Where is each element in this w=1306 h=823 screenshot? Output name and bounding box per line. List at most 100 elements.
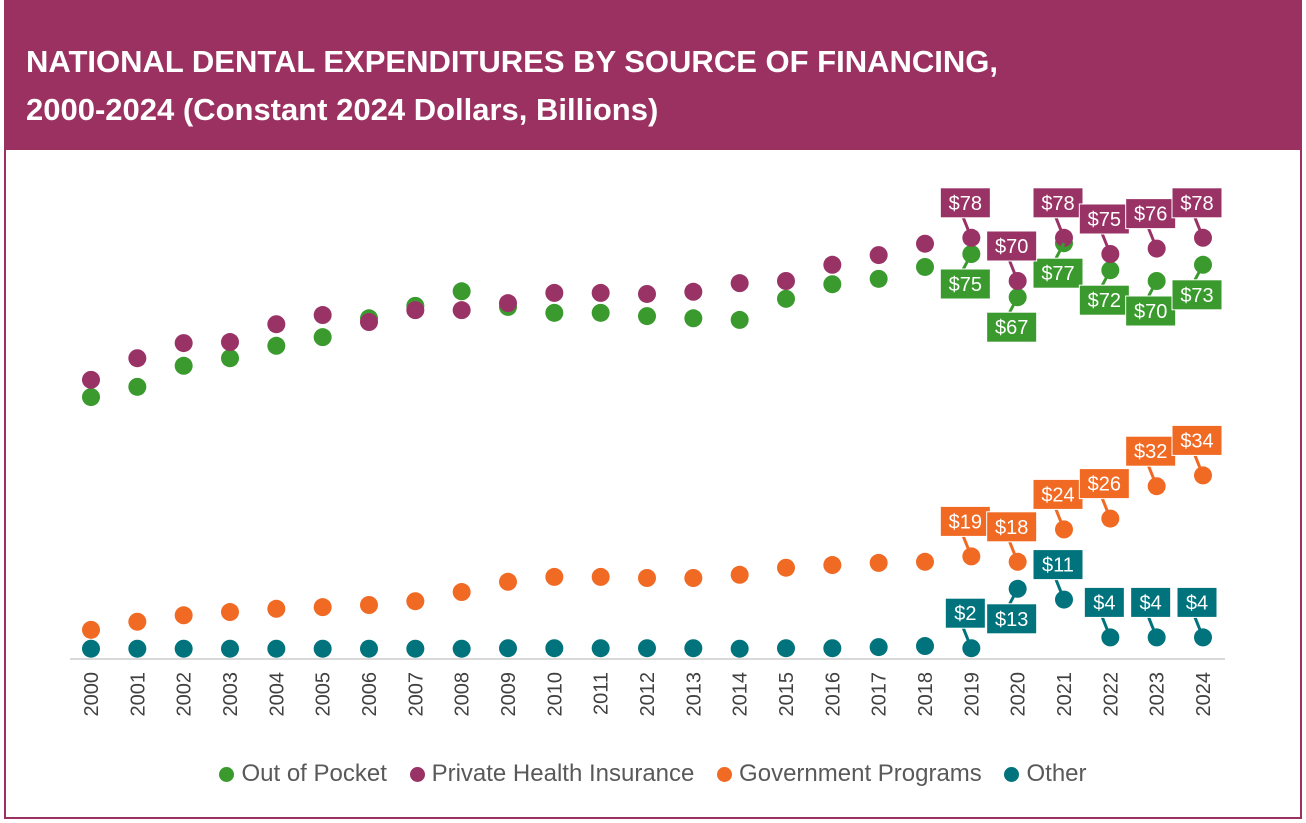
data-label-leader bbox=[1193, 454, 1205, 476]
legend-marker bbox=[1004, 766, 1020, 782]
data-point bbox=[545, 639, 564, 658]
data-point bbox=[730, 274, 749, 293]
data-point bbox=[684, 639, 703, 658]
data-point bbox=[591, 567, 610, 586]
data-point bbox=[684, 569, 703, 587]
data-label-leader bbox=[1100, 498, 1112, 520]
x-tick-label: 2003 bbox=[220, 672, 242, 717]
title-banner: NATIONAL DENTAL EXPENDITURES BY SOURCE O… bbox=[4, 0, 1302, 150]
x-tick-label: 2013 bbox=[683, 672, 705, 717]
data-point bbox=[360, 313, 378, 332]
data-label-leader bbox=[1008, 260, 1020, 282]
data-label-leader bbox=[1054, 579, 1066, 601]
legend-marker bbox=[717, 766, 733, 782]
data-point bbox=[452, 583, 471, 602]
data-label: $11 bbox=[1042, 555, 1074, 577]
data-point bbox=[360, 596, 378, 614]
data-point bbox=[267, 336, 286, 355]
x-tick-label: 2023 bbox=[1147, 672, 1169, 717]
legend-item-out-of-pocket: Out of Pocket bbox=[219, 760, 387, 788]
data-label-box bbox=[1078, 284, 1130, 316]
data-label-leader bbox=[1100, 233, 1112, 255]
data-label-box bbox=[1125, 198, 1177, 230]
x-tick-label: 2017 bbox=[869, 672, 891, 717]
data-label-leader bbox=[1008, 541, 1020, 563]
data-label: $70 bbox=[1134, 301, 1167, 323]
data-point bbox=[638, 284, 656, 303]
data-point bbox=[638, 569, 656, 587]
title-line-2: 2000-2024 (Constant 2024 Dollars, Billio… bbox=[26, 92, 659, 127]
data-label-leader bbox=[1101, 269, 1112, 286]
data-point bbox=[916, 552, 934, 571]
data-label-leader bbox=[1193, 264, 1205, 281]
data-point bbox=[545, 283, 564, 302]
data-point bbox=[452, 301, 471, 320]
data-label: $77 bbox=[1041, 263, 1074, 285]
title-line-1: NATIONAL DENTAL EXPENDITURES BY SOURCE O… bbox=[26, 44, 998, 79]
data-point bbox=[313, 328, 332, 347]
x-tick-label: 2008 bbox=[452, 672, 474, 717]
chart-frame bbox=[4, 0, 1302, 819]
data-point bbox=[869, 638, 888, 657]
data-point bbox=[499, 294, 517, 313]
data-label-box bbox=[986, 603, 1038, 635]
data-point bbox=[823, 275, 842, 294]
data-label-box bbox=[1171, 187, 1223, 219]
data-point bbox=[916, 234, 934, 253]
legend-label: Out of Pocket bbox=[241, 760, 387, 787]
data-label-box bbox=[1083, 586, 1125, 618]
data-label: $4 bbox=[1140, 592, 1162, 614]
x-tick-label: 2006 bbox=[359, 672, 381, 717]
data-label-leader bbox=[1008, 588, 1019, 605]
data-point bbox=[823, 639, 842, 658]
x-tick-label: 2001 bbox=[127, 672, 149, 717]
data-point bbox=[128, 377, 147, 396]
data-label: $70 bbox=[995, 236, 1028, 258]
data-point bbox=[174, 639, 193, 658]
data-point bbox=[545, 567, 564, 586]
data-point bbox=[777, 639, 795, 658]
data-label-box bbox=[1176, 586, 1218, 618]
data-label-box bbox=[939, 187, 991, 219]
legend-label: Private Health Insurance bbox=[431, 760, 695, 787]
data-point bbox=[128, 612, 147, 631]
data-label: $24 bbox=[1041, 484, 1074, 506]
data-point bbox=[638, 639, 656, 658]
x-tick-label: 2007 bbox=[405, 672, 427, 717]
data-point bbox=[267, 639, 286, 658]
data-point bbox=[777, 272, 795, 290]
data-label-box bbox=[1078, 203, 1130, 235]
x-tick-label: 2021 bbox=[1054, 672, 1076, 717]
x-tick-label: 2015 bbox=[776, 672, 798, 717]
x-tick-label: 2024 bbox=[1193, 672, 1215, 717]
x-tick-label: 2002 bbox=[174, 672, 196, 717]
data-point bbox=[638, 307, 656, 326]
data-label: $13 bbox=[995, 609, 1028, 631]
data-point bbox=[452, 282, 471, 301]
x-tick-label: 2020 bbox=[1008, 672, 1030, 717]
x-tick-label: 2019 bbox=[961, 672, 983, 717]
data-label: $75 bbox=[1088, 209, 1121, 231]
data-label-leader bbox=[962, 253, 973, 270]
data-label: $19 bbox=[949, 511, 982, 533]
data-point bbox=[174, 606, 193, 625]
x-tick-label: 2018 bbox=[915, 672, 937, 717]
data-point bbox=[684, 309, 703, 328]
data-label-box bbox=[1171, 424, 1223, 456]
x-tick-label: 2016 bbox=[822, 672, 844, 717]
legend-item-other: Other bbox=[1004, 760, 1087, 788]
data-label-box bbox=[1032, 478, 1084, 510]
data-label-box bbox=[1032, 187, 1084, 219]
data-point bbox=[221, 349, 239, 368]
data-label: $73 bbox=[1180, 285, 1213, 307]
data-point bbox=[545, 303, 564, 322]
data-point bbox=[221, 639, 239, 658]
data-point bbox=[82, 388, 100, 407]
data-point bbox=[591, 639, 610, 658]
data-label: $32 bbox=[1134, 441, 1167, 463]
x-tick-label: 2000 bbox=[81, 672, 103, 717]
data-point bbox=[777, 558, 795, 577]
data-point bbox=[82, 639, 100, 658]
data-point bbox=[777, 289, 795, 308]
